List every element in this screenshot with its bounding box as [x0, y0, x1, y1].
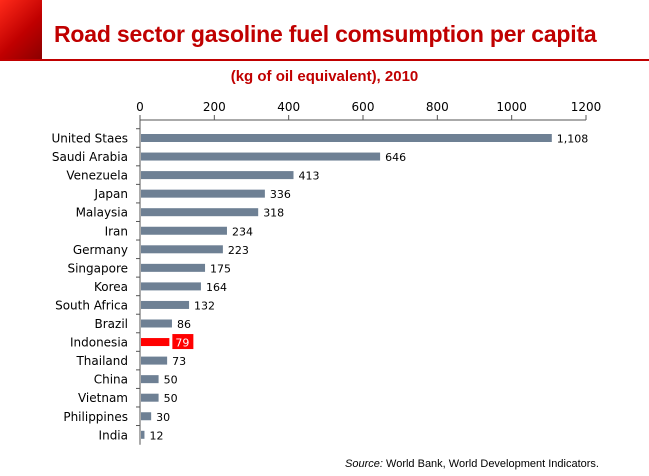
x-tick-label: 0: [136, 100, 144, 114]
data-label: 175: [210, 262, 231, 275]
data-label: 234: [232, 225, 253, 238]
category-label: Iran: [105, 224, 128, 238]
category-label: Korea: [94, 280, 128, 294]
data-label: 30: [156, 411, 170, 424]
category-label: Indonesia: [70, 336, 128, 350]
data-label: 164: [206, 281, 227, 294]
x-tick-label: 400: [277, 100, 300, 114]
category-label: Venezuela: [66, 169, 128, 183]
data-label: 12: [149, 429, 163, 442]
bar-highlight: [141, 338, 170, 347]
category-label: India: [99, 428, 128, 442]
data-label: 223: [228, 244, 249, 257]
data-label: 73: [172, 355, 186, 368]
source-label: Source:: [345, 458, 383, 470]
category-label: United Staes: [51, 132, 128, 146]
bar: [141, 152, 381, 161]
bar: [141, 282, 201, 291]
category-label: Vietnam: [78, 391, 128, 405]
source-note: Source: World Bank, World Development In…: [345, 458, 599, 470]
bar: [141, 171, 294, 180]
header-divider: [0, 59, 649, 61]
category-label: Philippines: [63, 410, 128, 424]
bar: [141, 319, 172, 328]
page-title: Road sector gasoline fuel comsumption pe…: [54, 21, 597, 47]
category-label: Singapore: [67, 261, 128, 275]
data-label: 413: [298, 170, 319, 183]
x-tick-label: 600: [352, 100, 375, 114]
data-label: 318: [263, 207, 284, 220]
data-label: 132: [194, 299, 215, 312]
bar: [141, 412, 152, 421]
source-text: World Bank, World Development Indicators…: [382, 458, 599, 470]
bar: [141, 356, 168, 365]
data-label: 1,108: [557, 133, 589, 146]
bar: [141, 189, 265, 198]
x-tick-label: 800: [426, 100, 449, 114]
category-label: Thailand: [75, 354, 128, 368]
category-label: Japan: [94, 187, 128, 201]
data-label: 336: [270, 188, 291, 201]
data-label: 86: [177, 318, 191, 331]
x-tick-label: 1000: [496, 100, 527, 114]
data-label-highlight-box: [172, 334, 194, 350]
category-label: Germany: [73, 243, 128, 257]
data-label: 79: [175, 337, 189, 350]
bar: [141, 226, 227, 235]
bar: [141, 263, 206, 272]
bar: [141, 245, 223, 254]
bar: [141, 375, 159, 384]
category-label: China: [94, 373, 128, 387]
data-label: 646: [385, 151, 406, 164]
bar: [141, 134, 552, 142]
bar: [141, 393, 159, 402]
category-label: South Africa: [55, 298, 128, 312]
data-label: 50: [164, 392, 178, 405]
category-label: Brazil: [95, 317, 129, 331]
category-label: Malaysia: [76, 206, 128, 220]
category-label: Saudi Arabia: [52, 150, 128, 164]
bar: [141, 300, 190, 309]
bar: [141, 208, 259, 217]
data-label: 50: [164, 374, 178, 387]
x-tick-label: 1200: [571, 100, 602, 114]
x-tick-label: 200: [203, 100, 226, 114]
header-accent-block: [0, 0, 42, 60]
bar: [141, 430, 145, 439]
chart-subtitle: (kg of oil equivalent), 2010: [230, 68, 419, 85]
